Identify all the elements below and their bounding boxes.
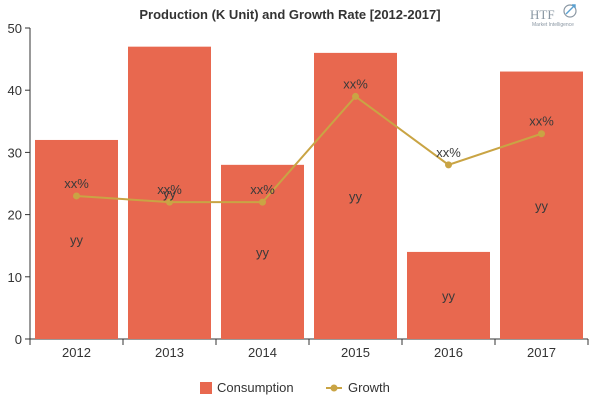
bar-data-label: yy <box>535 198 549 213</box>
y-tick-label: 20 <box>8 208 22 223</box>
growth-point <box>73 192 80 200</box>
legend-swatch-consumption <box>200 382 212 394</box>
bar <box>407 251 490 339</box>
y-tick-label: 10 <box>8 270 22 285</box>
growth-data-label: xx% <box>250 182 275 197</box>
y-axis: 0 10 20 30 40 50 <box>8 21 31 347</box>
y-tick-label: 30 <box>8 145 22 160</box>
legend-label-consumption: Consumption <box>217 380 294 395</box>
legend-label-growth: Growth <box>348 380 390 395</box>
bar-data-label: yy <box>70 232 84 247</box>
y-tick-label: 0 <box>15 332 22 347</box>
chart-title: Production (K Unit) and Growth Rate [201… <box>139 7 440 22</box>
x-tick-label: 2017 <box>527 345 556 360</box>
line-series-growth <box>73 92 545 206</box>
x-tick-label: 2013 <box>155 345 184 360</box>
bar-data-label: yy <box>442 288 456 303</box>
growth-point <box>259 198 266 206</box>
bar-series-consumption <box>35 46 583 339</box>
bar-data-label: yy <box>256 245 270 260</box>
growth-point <box>445 161 452 169</box>
legend: Consumption Growth <box>200 380 390 395</box>
bar <box>128 46 211 339</box>
growth-data-label: xx% <box>157 182 182 197</box>
growth-data-label: xx% <box>529 114 554 129</box>
x-tick-label: 2014 <box>248 345 277 360</box>
bar <box>221 164 304 339</box>
growth-line <box>76 95 542 204</box>
legend-swatch-growth <box>326 384 342 392</box>
y-tick-label: 40 <box>8 83 22 98</box>
growth-data-label: xx% <box>343 76 368 91</box>
bar <box>500 71 583 339</box>
bar <box>35 139 118 339</box>
growth-point <box>166 198 173 206</box>
htf-logo: HTF Market Intelligence <box>530 4 577 28</box>
x-axis: 2012 2013 2014 2015 2016 2017 <box>29 338 589 360</box>
x-tick-label: 2012 <box>62 345 91 360</box>
bar-data-label: yy <box>349 189 363 204</box>
x-tick-label: 2015 <box>341 345 370 360</box>
growth-point <box>538 130 545 138</box>
growth-point <box>352 92 359 100</box>
bar <box>314 52 397 339</box>
growth-data-label: xx% <box>64 176 89 191</box>
y-tick-label: 50 <box>8 21 22 36</box>
x-tick-label: 2016 <box>434 345 463 360</box>
growth-data-label: xx% <box>436 145 461 160</box>
bar-data-label: yy <box>163 186 177 201</box>
logo-subtext: Market Intelligence <box>532 22 574 28</box>
globe-arrow-icon <box>563 4 577 18</box>
logo-text: HTF <box>530 7 555 22</box>
